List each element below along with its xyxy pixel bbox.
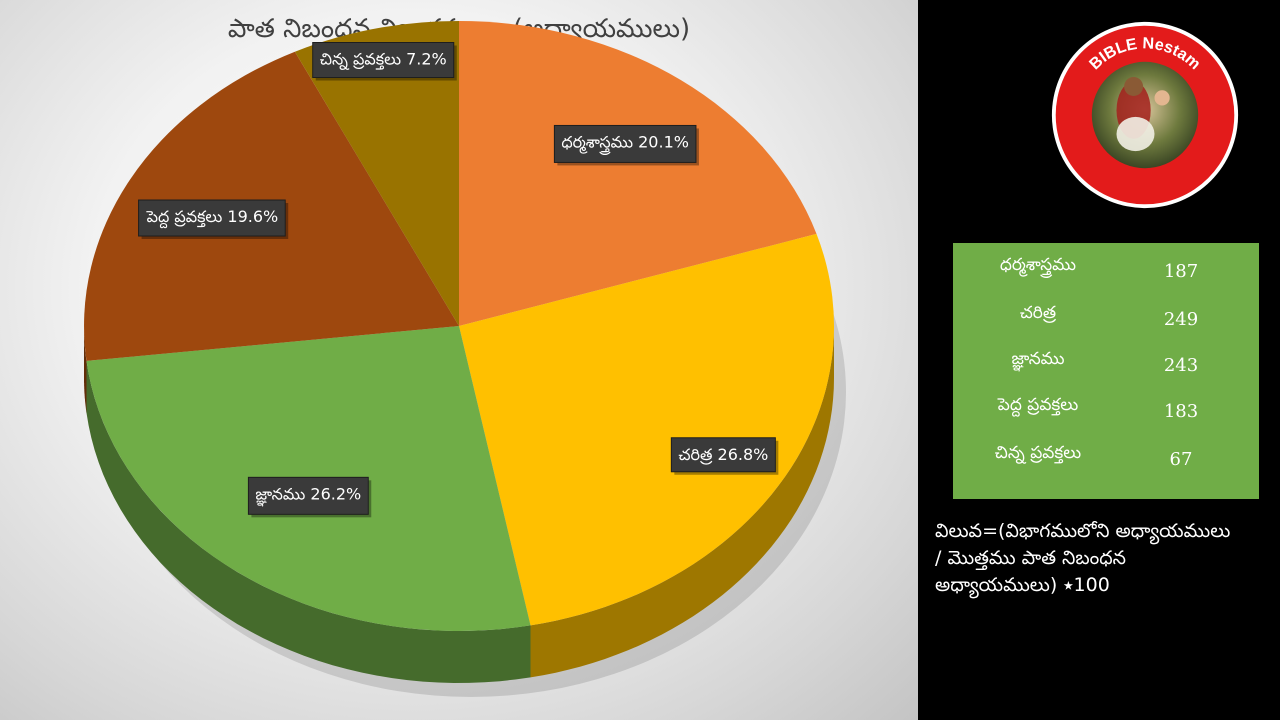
chart-panel: పాత నిబంధన విభాగములు (అధ్యాయములు) ధర్మశా… bbox=[0, 0, 918, 720]
table-row-label: చరిత్ర bbox=[1019, 303, 1057, 323]
table-row: పెద్ద ప్రవక్తలు 183 bbox=[953, 395, 1259, 435]
pie-slice-side bbox=[530, 326, 834, 678]
pie-data-label: జ్ఞానము 26.2% bbox=[247, 476, 372, 518]
pie-slice-side bbox=[84, 326, 87, 413]
pie-slice-side bbox=[86, 360, 531, 683]
formula-line-2: / మొత్తము పాత నిబంధన bbox=[935, 547, 1126, 569]
table-row-label: ధర్మశాస్త్రము bbox=[999, 255, 1077, 275]
table-row-value: 67 bbox=[1169, 449, 1193, 470]
table-row-value: 183 bbox=[1163, 401, 1199, 422]
pie-sides bbox=[84, 326, 834, 683]
table-row: ధర్మశాస్త్రము 187 bbox=[953, 255, 1259, 295]
data-label-box bbox=[138, 199, 286, 237]
formula-line-3: అధ్యాయములు) ⭑100 bbox=[935, 574, 1110, 596]
pie-slice bbox=[459, 21, 817, 326]
data-label-box bbox=[247, 476, 369, 515]
data-label-text: జ్ఞానము 26.2% bbox=[255, 484, 361, 507]
pie-data-label: చరిత్ర 26.8% bbox=[670, 437, 779, 475]
data-label-box bbox=[553, 124, 697, 163]
data-label-text: చరిత్ర 26.8% bbox=[678, 445, 768, 465]
pie-data-labels: ధర్మశాస్త్రము 20.1% చరిత్ర 26.8% జ్ఞానము 2… bbox=[138, 42, 779, 518]
pie-tops bbox=[84, 20, 835, 631]
table-row: చిన్న ప్రవక్తలు 67 bbox=[953, 443, 1259, 483]
data-label-box bbox=[312, 42, 455, 79]
table-row-label: జ్ఞానము bbox=[1011, 349, 1065, 369]
data-label-box bbox=[670, 437, 776, 473]
pie-slice bbox=[294, 20, 459, 327]
formula-text: విలువ=(విభాగములోని అధ్యాయములు / మొత్తము … bbox=[935, 518, 1265, 599]
bible-nestam-logo: BIBLE Nestam bbox=[1051, 21, 1239, 209]
table-row: జ్ఞానము 243 bbox=[953, 349, 1259, 389]
table-row-label: చిన్న ప్రవక్తలు bbox=[994, 443, 1082, 463]
pie-chart: ధర్మశాస్త్రము 20.1% చరిత్ర 26.8% జ్ఞానము 2… bbox=[84, 20, 835, 683]
table-row-label: పెద్ద ప్రవక్తలు bbox=[997, 395, 1079, 415]
data-label-text: చిన్న ప్రవక్తలు 7.2% bbox=[320, 50, 447, 71]
data-table: ధర్మశాస్త్రము 187 చరిత్ర 249 జ్ఞానము 243 పెద్ద… bbox=[953, 243, 1259, 499]
formula-line-1: విలువ=(విభాగములోని అధ్యాయములు bbox=[935, 520, 1231, 542]
table-row-value: 249 bbox=[1163, 309, 1199, 330]
pie-data-label: చిన్న ప్రవక్తలు 7.2% bbox=[312, 42, 457, 81]
table-row-value: 187 bbox=[1163, 261, 1199, 282]
data-label-text: ధర్మశాస్త్రము 20.1% bbox=[561, 132, 689, 155]
table-row: చరిత్ర 249 bbox=[953, 303, 1259, 343]
table-row-value: 243 bbox=[1163, 355, 1199, 376]
pie-data-label: ధర్మశాస్త్రము 20.1% bbox=[553, 124, 699, 166]
pie-data-label: పెద్ద ప్రవక్తలు 19.6% bbox=[138, 199, 289, 240]
data-label-text: పెద్ద ప్రవక్తలు 19.6% bbox=[146, 207, 279, 229]
pie-slice bbox=[459, 233, 835, 626]
